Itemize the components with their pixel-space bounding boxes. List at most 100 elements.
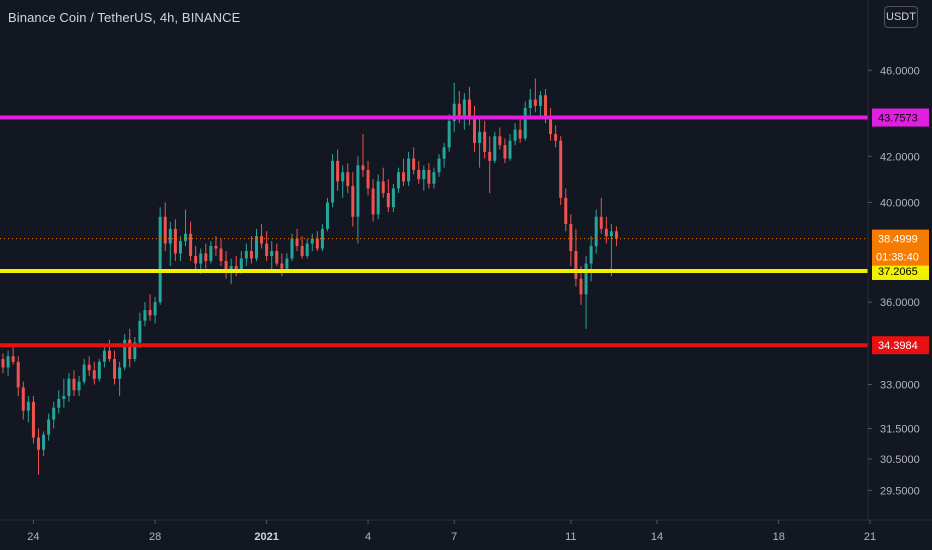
candle-body	[569, 224, 573, 252]
candle-body	[351, 186, 355, 217]
candle-body	[407, 158, 411, 182]
candle-body	[533, 99, 537, 106]
candle-body	[280, 263, 284, 269]
candle	[305, 238, 309, 259]
candle-body	[133, 342, 137, 360]
candle-body	[62, 396, 66, 399]
candle-body	[488, 151, 492, 161]
candles-layer	[1, 78, 618, 475]
candle	[82, 359, 86, 385]
x-tick-label: 24	[27, 531, 39, 543]
candle	[478, 116, 482, 168]
candle-body	[260, 236, 264, 244]
candle-body	[371, 188, 375, 215]
candle	[67, 373, 71, 402]
candle	[523, 101, 527, 141]
candle	[417, 160, 421, 184]
candle-body	[239, 258, 243, 272]
candle-body	[417, 169, 421, 180]
candle	[493, 131, 497, 164]
candle-body	[320, 228, 324, 249]
candle	[107, 339, 111, 362]
currency-button[interactable]: USDT	[884, 6, 918, 28]
candle-body	[589, 246, 593, 264]
candle-body	[518, 129, 522, 139]
candle-body	[336, 160, 340, 182]
candle-body	[503, 145, 507, 159]
candle-body	[346, 172, 350, 187]
candle	[533, 78, 537, 113]
candle	[488, 136, 492, 194]
candle-body	[559, 140, 563, 198]
candle-body	[457, 103, 461, 117]
candle	[143, 302, 147, 327]
candle-body	[214, 246, 218, 249]
candle-body	[574, 251, 578, 279]
candle	[260, 224, 264, 249]
candle-body	[376, 181, 380, 215]
level-price-label: 37.2065	[878, 266, 918, 278]
candle-body	[300, 246, 304, 257]
candle	[391, 183, 395, 212]
candle-body	[614, 231, 618, 239]
candle-body	[493, 136, 497, 161]
candle	[447, 114, 451, 152]
candle	[402, 158, 406, 187]
candle-body	[543, 95, 547, 117]
candle-body	[107, 350, 111, 360]
candle	[270, 241, 274, 272]
candle	[158, 207, 162, 305]
candle-body	[412, 158, 416, 170]
candle-body	[163, 216, 167, 244]
candle-body	[523, 108, 527, 139]
candle-body	[599, 216, 603, 229]
candle	[163, 202, 167, 252]
candle	[26, 396, 30, 423]
horizontal-levels-layer	[0, 115, 868, 348]
candle	[356, 156, 360, 244]
candle	[102, 345, 106, 368]
candle-body	[498, 136, 502, 146]
candle-body	[128, 339, 132, 360]
candle-body	[158, 216, 162, 303]
candle-body	[564, 197, 568, 225]
candle-body	[356, 165, 360, 217]
y-tick-label: 30.5000	[880, 454, 920, 466]
candle-body	[579, 278, 583, 295]
candle	[87, 356, 91, 376]
candle	[325, 197, 329, 232]
candle	[295, 228, 299, 252]
candle	[407, 151, 411, 187]
candle-body	[325, 202, 329, 229]
candle-body	[467, 99, 471, 119]
candle	[118, 361, 122, 397]
candle-body	[6, 356, 10, 368]
candle	[422, 165, 426, 191]
candle-body	[513, 129, 517, 141]
candle-body	[305, 243, 309, 257]
candle-body	[275, 251, 279, 264]
candle-body	[473, 118, 477, 143]
candle	[189, 221, 193, 262]
candle	[204, 243, 208, 269]
candle-body	[52, 407, 56, 420]
candle	[178, 236, 182, 262]
candle	[315, 231, 319, 252]
candle	[437, 154, 441, 177]
candle-body	[113, 359, 117, 379]
candle-body	[594, 216, 598, 247]
candle	[21, 381, 25, 420]
candle	[138, 312, 142, 348]
candle	[549, 108, 553, 141]
candle-body	[102, 350, 106, 362]
candle	[412, 147, 416, 175]
candle-body	[31, 401, 35, 438]
candle	[599, 197, 603, 234]
candle-body	[118, 367, 122, 379]
candle	[574, 228, 578, 287]
candle-body	[204, 253, 208, 262]
candle-body	[402, 172, 406, 182]
candle	[503, 138, 507, 164]
